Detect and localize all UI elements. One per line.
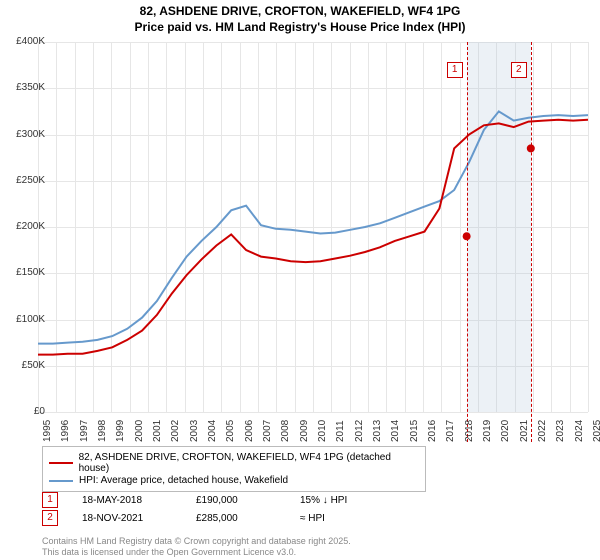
x-tick-label: 1999 [115,420,126,442]
x-tick-label: 2004 [207,420,218,442]
sale-date: 18-MAY-2018 [82,495,172,506]
sale-row: 1 18-MAY-2018 £190,000 15% ↓ HPI [42,492,347,508]
sale-row-badge: 1 [42,492,58,508]
legend-label-hpi: HPI: Average price, detached house, Wake… [79,475,288,486]
sales-table: 1 18-MAY-2018 £190,000 15% ↓ HPI 2 18-NOV-202… [42,490,347,528]
y-tick-label: £300K [5,129,45,140]
sale-date: 18-NOV-2021 [82,513,172,524]
x-tick-label: 2009 [299,420,310,442]
sale-points [463,144,535,240]
x-tick-label: 2025 [592,420,600,442]
sale-marker-badge: 1 [447,62,463,78]
x-tick-label: 2008 [280,420,291,442]
y-tick-label: £0 [5,406,45,417]
y-tick-label: £350K [5,82,45,93]
x-tick-label: 2001 [152,420,163,442]
x-tick-label: 2003 [189,420,200,442]
footer-line-2: This data is licensed under the Open Gov… [42,547,351,558]
y-tick-label: £100K [5,314,45,325]
legend: 82, ASHDENE DRIVE, CROFTON, WAKEFIELD, W… [42,446,426,492]
x-tick-label: 2018 [464,420,475,442]
title-line-1: 82, ASHDENE DRIVE, CROFTON, WAKEFIELD, W… [0,4,600,20]
sale-marker-line [467,42,468,442]
x-tick-label: 2012 [354,420,365,442]
legend-label-property: 82, ASHDENE DRIVE, CROFTON, WAKEFIELD, W… [79,452,419,474]
x-tick-label: 1997 [79,420,90,442]
x-tick-label: 2022 [537,420,548,442]
line-plot [38,42,588,412]
x-tick-label: 2019 [482,420,493,442]
sale-price: £285,000 [196,513,276,524]
y-tick-label: £400K [5,36,45,47]
x-tick-label: 2010 [317,420,328,442]
x-tick-label: 1996 [60,420,71,442]
x-tick-label: 2021 [519,420,530,442]
x-tick-label: 2017 [445,420,456,442]
x-tick-label: 2013 [372,420,383,442]
y-tick-label: £200K [5,221,45,232]
legend-row-property: 82, ASHDENE DRIVE, CROFTON, WAKEFIELD, W… [49,452,419,474]
x-tick-label: 1995 [42,420,53,442]
x-tick-label: 2006 [244,420,255,442]
x-tick-label: 2020 [500,420,511,442]
footer-attribution: Contains HM Land Registry data © Crown c… [42,536,351,558]
plot-area: 12 [38,42,588,412]
x-tick-label: 2000 [134,420,145,442]
sale-row: 2 18-NOV-2021 £285,000 ≈ HPI [42,510,347,526]
x-tick-label: 2011 [335,420,346,442]
property-series-line [38,120,588,355]
y-tick-label: £50K [5,360,45,371]
title-line-2: Price paid vs. HM Land Registry's House … [0,20,600,36]
x-tick-label: 1998 [97,420,108,442]
x-tick-label: 2002 [170,420,181,442]
legend-swatch-property [49,462,73,464]
y-tick-label: £150K [5,267,45,278]
x-tick-label: 2005 [225,420,236,442]
x-tick-label: 2016 [427,420,438,442]
legend-row-hpi: HPI: Average price, detached house, Wake… [49,475,419,486]
y-tick-label: £250K [5,175,45,186]
hpi-series-line [38,111,588,343]
sale-delta: ≈ HPI [300,513,325,524]
chart-title: 82, ASHDENE DRIVE, CROFTON, WAKEFIELD, W… [0,0,600,35]
footer-line-1: Contains HM Land Registry data © Crown c… [42,536,351,547]
sale-delta: 15% ↓ HPI [300,495,347,506]
x-tick-label: 2014 [390,420,401,442]
x-tick-label: 2024 [574,420,585,442]
x-tick-label: 2023 [555,420,566,442]
x-tick-label: 2015 [409,420,420,442]
sale-marker-line [531,42,532,442]
x-tick-label: 2007 [262,420,273,442]
sale-price: £190,000 [196,495,276,506]
legend-swatch-hpi [49,480,73,482]
sale-row-badge: 2 [42,510,58,526]
sale-marker-badge: 2 [511,62,527,78]
chart-container: 82, ASHDENE DRIVE, CROFTON, WAKEFIELD, W… [0,0,600,560]
